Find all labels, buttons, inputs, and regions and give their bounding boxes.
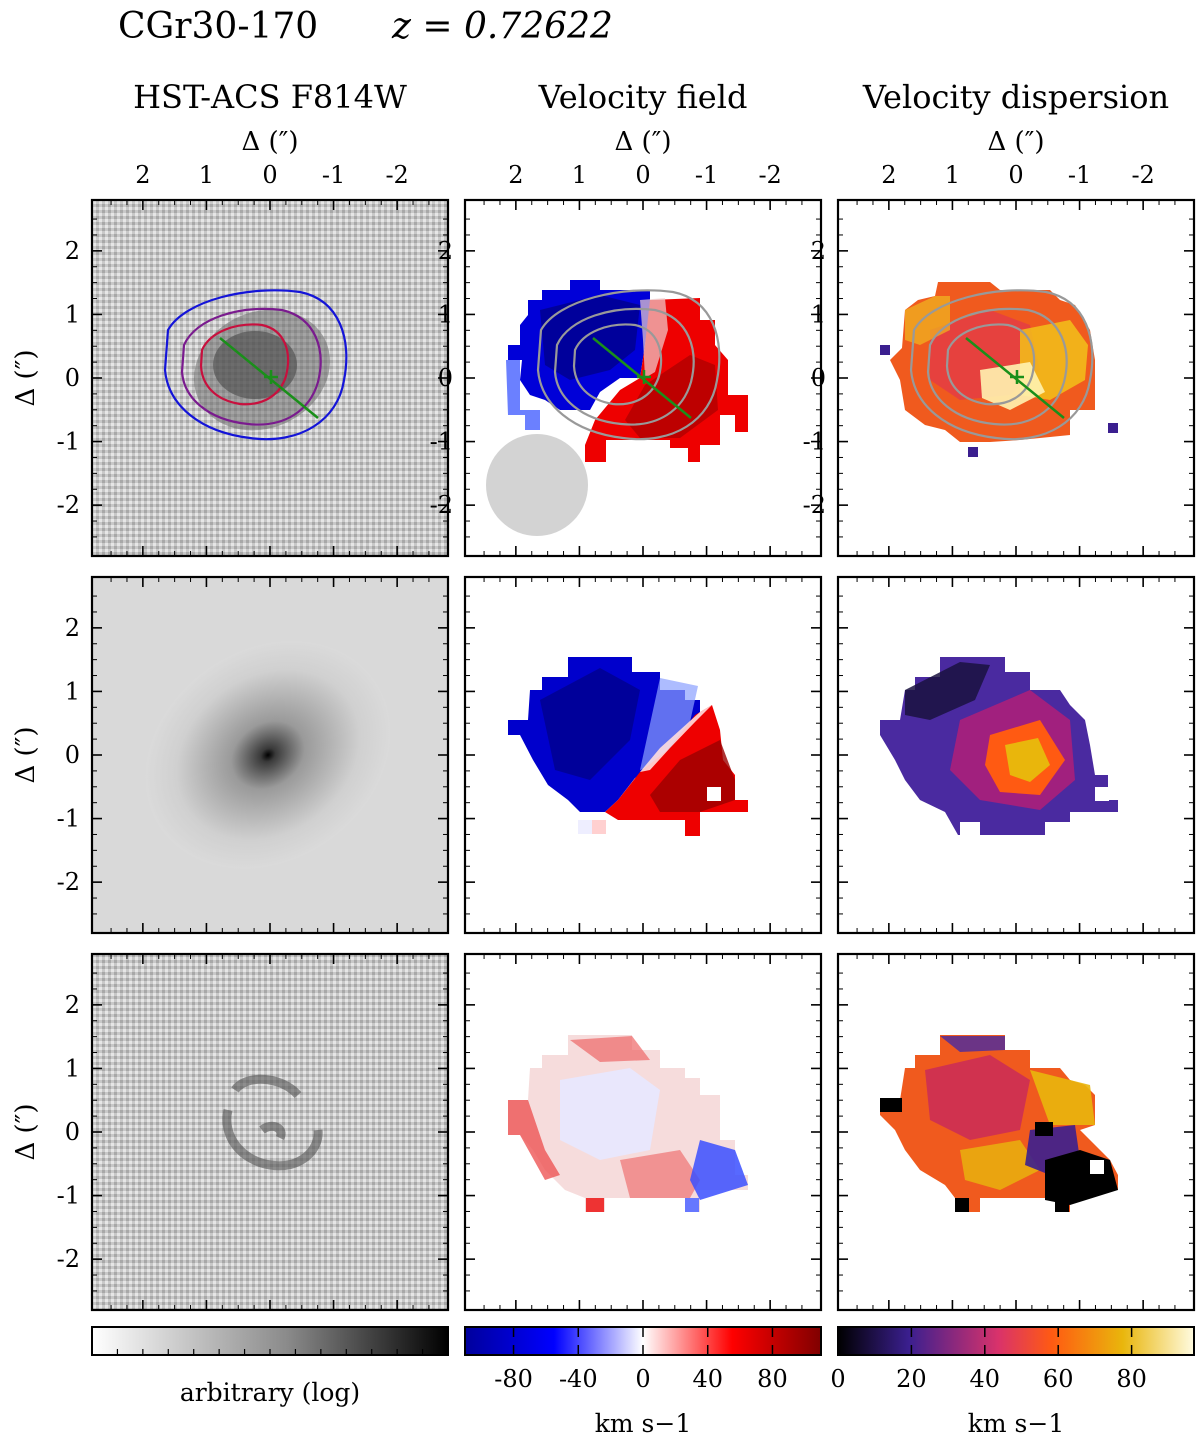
model-contours xyxy=(536,289,721,441)
left-axis-label-0: Δ (″) xyxy=(11,349,41,406)
colorbar-tick-label: -40 xyxy=(559,1365,598,1393)
y-tick-label: 2 xyxy=(65,614,80,642)
x-tick-label: 2 xyxy=(508,161,523,189)
y-tick-label: 2 xyxy=(438,237,453,265)
y-tick-label: 1 xyxy=(811,300,826,328)
colorbar-tick-label: 20 xyxy=(896,1365,927,1393)
y-tick-label: 0 xyxy=(65,741,80,769)
y-tick-label: 2 xyxy=(811,237,826,265)
beam-psf xyxy=(486,434,588,536)
top-axis-label-2: Δ (″) xyxy=(987,127,1044,157)
center-marker xyxy=(264,370,278,384)
y-tick-label: -1 xyxy=(57,428,80,456)
velocity-pixels xyxy=(508,657,748,836)
y-tick-label: 1 xyxy=(65,677,80,705)
colorbar-tick-label: 40 xyxy=(692,1365,723,1393)
x-tick-label: 1 xyxy=(572,161,587,189)
x-tick-label: 2 xyxy=(135,161,150,189)
panel-dispersion-model xyxy=(838,577,1194,933)
colorbar-dispersion-label: km s−1 xyxy=(968,1409,1064,1438)
colorbar-tick-label: 80 xyxy=(757,1365,788,1393)
x-tick-label: 0 xyxy=(262,161,277,189)
y-tick-label: -2 xyxy=(57,868,80,896)
colorbar-tick-label: 40 xyxy=(970,1365,1001,1393)
x-tick-label: -2 xyxy=(758,161,781,189)
colorbar-tick-label: 0 xyxy=(830,1365,845,1393)
x-tick-label: 1 xyxy=(199,161,214,189)
colorbar-tick-label: 0 xyxy=(635,1365,650,1393)
top-axis-label-1: Δ (″) xyxy=(614,127,671,157)
x-tick-label: 0 xyxy=(1008,161,1023,189)
colorbar-tick-label: -80 xyxy=(494,1365,533,1393)
y-tick-label: -1 xyxy=(57,805,80,833)
y-tick-label: 1 xyxy=(438,300,453,328)
colorbar-dispersion: 0 20 40 60 80 km s−1 xyxy=(830,1326,1195,1438)
x-tick-label: -1 xyxy=(695,161,718,189)
panel-velocity-observed xyxy=(465,200,821,556)
x-tick-label: -2 xyxy=(385,161,408,189)
y-tick-label: 1 xyxy=(65,1054,80,1082)
panel-velocity-model xyxy=(465,577,821,933)
tick-labels: 2 1 0 -1 -2 2 1 0 -1 -2 2 1 0 -1 -2 2 1 0 -1 -2 2 1 0 -1 -2 2 1 0 -1… xyxy=(57,161,1155,1273)
colorbar-tick-label: 60 xyxy=(1043,1365,1074,1393)
y-tick-label: -2 xyxy=(57,1245,80,1273)
panel-image-residual xyxy=(92,954,448,1310)
colorbar-image: arbitrary (log) xyxy=(91,1326,449,1407)
y-tick-label: -2 xyxy=(803,491,826,519)
model-contours xyxy=(909,289,1094,441)
x-tick-label: 2 xyxy=(881,161,896,189)
y-tick-label: -2 xyxy=(430,491,453,519)
column-title-image: HST-ACS F814W xyxy=(133,78,407,116)
colorbar-velocity: -80 -40 0 40 80 km s−1 xyxy=(464,1326,822,1438)
colorbar-image-label: arbitrary (log) xyxy=(180,1378,360,1407)
y-tick-label: 2 xyxy=(65,237,80,265)
redshift-label: z = 0.72622 xyxy=(391,6,613,47)
y-tick-label: -1 xyxy=(803,428,826,456)
velocity-pixels xyxy=(508,1035,748,1212)
y-tick-label: -1 xyxy=(430,428,453,456)
y-tick-label: 0 xyxy=(65,1118,80,1146)
x-tick-label: -2 xyxy=(1131,161,1154,189)
panel-dispersion-observed xyxy=(838,200,1194,556)
top-axis-label-0: Δ (″) xyxy=(241,127,298,157)
panel-dispersion-residual xyxy=(838,954,1194,1310)
dispersion-pixels xyxy=(880,1035,1118,1212)
y-tick-label: -1 xyxy=(57,1182,80,1210)
panel-image-model xyxy=(92,577,448,933)
panel-frames xyxy=(90,198,1196,1312)
colorbar-tick-label: 80 xyxy=(1116,1365,1147,1393)
center-marker xyxy=(637,370,651,384)
colorbar-velocity-label: km s−1 xyxy=(595,1409,691,1438)
left-axis-label-1: Δ (″) xyxy=(11,726,41,783)
dispersion-pixels xyxy=(880,657,1118,835)
column-title-dispersion: Velocity dispersion xyxy=(862,78,1169,116)
x-tick-label: 1 xyxy=(945,161,960,189)
column-title-velocity: Velocity field xyxy=(538,78,748,116)
object-name: CGr30-170 xyxy=(118,6,318,47)
panel-image-observed xyxy=(92,200,448,556)
y-tick-label: -2 xyxy=(57,491,80,519)
panel-velocity-residual xyxy=(465,954,821,1310)
y-tick-label: 2 xyxy=(65,991,80,1019)
y-tick-label: 0 xyxy=(811,364,826,392)
center-marker xyxy=(1010,370,1024,384)
x-tick-label: -1 xyxy=(1068,161,1091,189)
y-tick-label: 0 xyxy=(65,364,80,392)
y-tick-label: 1 xyxy=(65,300,80,328)
flux-contours xyxy=(163,289,348,441)
x-tick-label: 0 xyxy=(635,161,650,189)
left-axis-label-2: Δ (″) xyxy=(11,1103,41,1160)
y-tick-label: 0 xyxy=(438,364,453,392)
x-tick-label: -1 xyxy=(322,161,345,189)
